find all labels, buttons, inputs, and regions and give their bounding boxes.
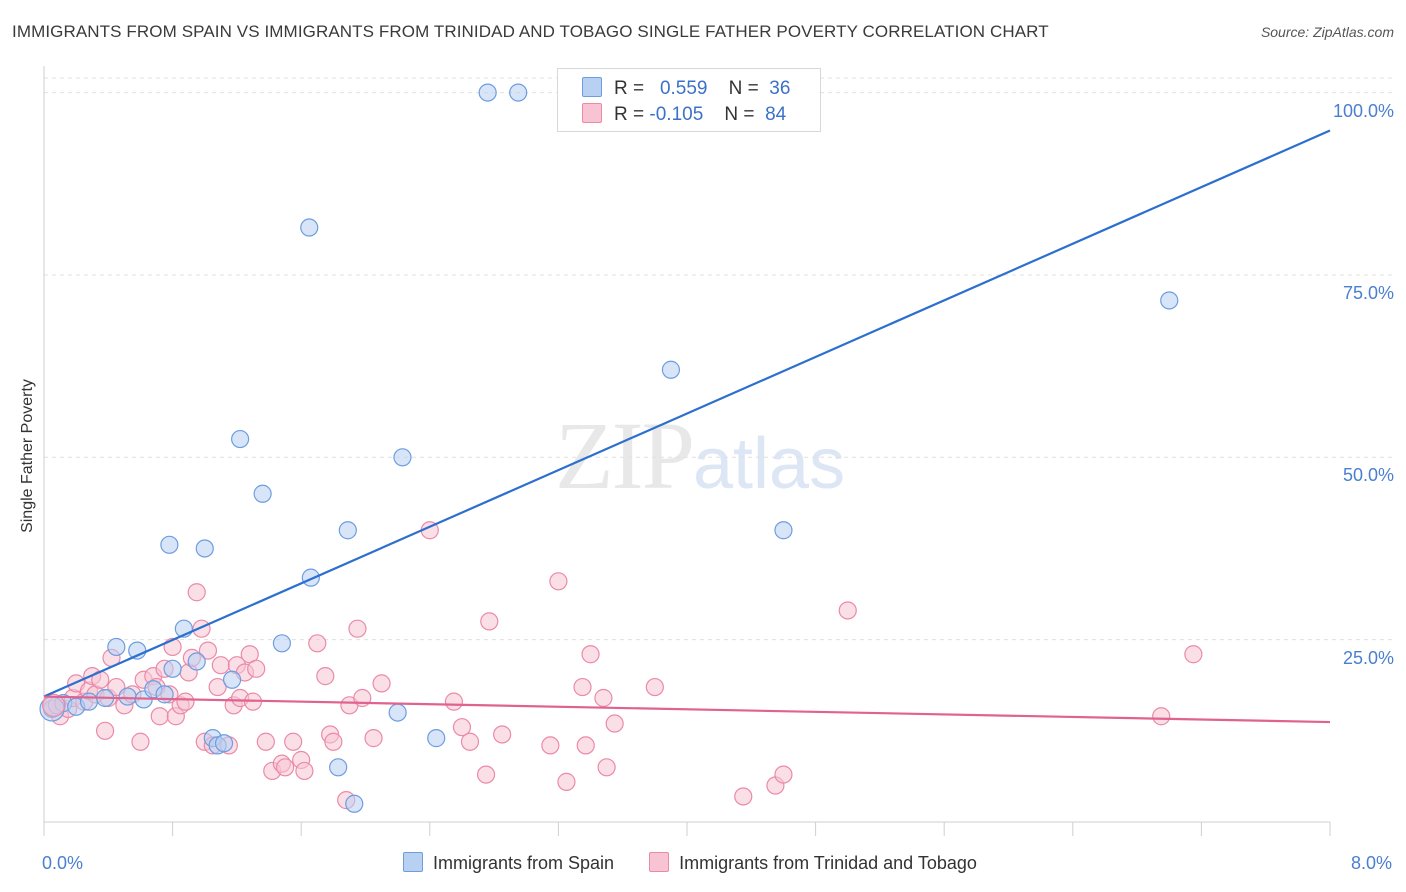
bottom-legend-swatch-tt bbox=[649, 852, 670, 872]
point-tt-43 bbox=[247, 659, 266, 678]
legend: R = 0.559 N = 36 R = -0.105 N = 84 bbox=[557, 68, 821, 132]
y-tick-label-50: 50.0% bbox=[1342, 465, 1394, 486]
legend-n-label-tt: N = bbox=[724, 104, 755, 125]
legend-swatch-spain bbox=[582, 77, 602, 97]
point-spain-11 bbox=[155, 685, 174, 704]
legend-r-label-spain: R = bbox=[614, 78, 645, 99]
point-spain-35 bbox=[774, 521, 793, 540]
point-tt-82 bbox=[1152, 707, 1171, 726]
point-tt-71 bbox=[573, 677, 592, 697]
watermark-atlas: atlas bbox=[693, 424, 846, 504]
point-spain-34 bbox=[661, 360, 681, 379]
legend-swatch-tt bbox=[582, 103, 602, 123]
point-tt-16 bbox=[131, 732, 150, 751]
point-tt-70 bbox=[557, 772, 576, 791]
legend-n-value-spain: 36 bbox=[769, 78, 791, 99]
point-tt-52 bbox=[316, 667, 335, 686]
point-spain-26 bbox=[329, 758, 348, 777]
point-spain-4 bbox=[79, 692, 99, 711]
point-tt-35 bbox=[211, 656, 230, 675]
point-spain-31 bbox=[427, 729, 446, 748]
point-tt-cluster bbox=[42, 693, 66, 717]
trend-line-spain bbox=[43, 129, 1331, 698]
legend-n-value-tt: 84 bbox=[765, 104, 787, 125]
point-tt-32 bbox=[198, 641, 218, 660]
point-tt-75 bbox=[597, 758, 616, 777]
bottom-legend: Immigrants from Spain Immigrants from Tr… bbox=[403, 852, 1007, 874]
source-note: Source: ZipAtlas.com bbox=[1260, 24, 1394, 40]
point-tt-73 bbox=[581, 645, 600, 664]
point-tt-20 bbox=[150, 707, 169, 726]
point-spain-7 bbox=[118, 687, 137, 706]
point-tt-26 bbox=[176, 692, 195, 711]
point-tt-81 bbox=[838, 601, 857, 620]
y-tick-label-100: 100.0% bbox=[1332, 100, 1394, 121]
bottom-legend-label-tt: Immigrants from Trinidad and Tobago bbox=[679, 853, 977, 873]
point-tt-60 bbox=[372, 674, 391, 693]
point-tt-47 bbox=[276, 758, 295, 777]
point-spain-6 bbox=[107, 637, 126, 657]
point-spain-19 bbox=[214, 734, 234, 753]
point-spain-36 bbox=[1160, 291, 1179, 310]
point-tt-72 bbox=[576, 736, 595, 755]
point-tt-50 bbox=[295, 761, 314, 781]
x-tick-label-max: 8.0% bbox=[1350, 853, 1392, 873]
point-tt-54 bbox=[324, 732, 343, 751]
point-tt-57 bbox=[348, 619, 367, 638]
point-spain-15 bbox=[187, 652, 206, 671]
point-tt-34 bbox=[208, 677, 227, 697]
point-spain-21 bbox=[231, 429, 250, 449]
point-tt-63 bbox=[452, 718, 472, 737]
point-spain-32 bbox=[478, 83, 497, 102]
legend-row-tt: R = -0.105 N = 84 bbox=[582, 103, 786, 126]
x-tick-label-min: 0.0% bbox=[42, 853, 84, 873]
point-tt-64 bbox=[460, 732, 480, 751]
point-tt-76 bbox=[605, 714, 624, 733]
legend-row-spain: R = 0.559 N = 36 bbox=[582, 77, 790, 100]
point-tt-48 bbox=[284, 732, 303, 751]
point-spain-28 bbox=[345, 794, 364, 813]
point-tt-62 bbox=[444, 692, 464, 711]
point-tt-77 bbox=[645, 677, 664, 697]
point-tt-80 bbox=[774, 765, 793, 784]
y-axis-label: Single Father Poverty bbox=[19, 379, 36, 533]
point-spain-20 bbox=[222, 670, 242, 689]
bottom-legend-spain: Immigrants from Spain bbox=[403, 852, 614, 874]
point-tt-10 bbox=[95, 721, 115, 740]
chart-title: IMMIGRANTS FROM SPAIN VS IMMIGRANTS FROM… bbox=[12, 22, 1049, 41]
point-spain-16 bbox=[195, 539, 214, 558]
bottom-legend-swatch-spain bbox=[403, 852, 423, 872]
legend-n-label-spain: N = bbox=[728, 78, 759, 99]
bottom-legend-tt: Immigrants from Trinidad and Tobago bbox=[649, 852, 977, 874]
point-tt-51 bbox=[308, 634, 327, 653]
point-spain-27 bbox=[338, 521, 357, 540]
point-tt-68 bbox=[541, 736, 560, 755]
point-tt-74 bbox=[594, 688, 613, 708]
point-spain-22 bbox=[253, 484, 272, 503]
point-spain-29 bbox=[388, 703, 407, 722]
point-tt-66 bbox=[480, 612, 499, 631]
point-tt-78 bbox=[734, 787, 753, 806]
trend-line-tt bbox=[43, 695, 1331, 724]
point-tt-59 bbox=[364, 729, 383, 748]
legend-r-value-tt: -0.105 bbox=[649, 104, 704, 125]
point-tt-67 bbox=[493, 725, 512, 744]
point-tt-29 bbox=[187, 583, 206, 602]
point-tt-69 bbox=[549, 572, 568, 591]
legend-r-label-tt: R = bbox=[614, 104, 645, 125]
point-spain-12 bbox=[160, 535, 179, 554]
point-tt-44 bbox=[256, 732, 275, 751]
point-spain-33 bbox=[509, 83, 528, 102]
point-tt-83 bbox=[1184, 645, 1203, 664]
point-spain-30 bbox=[393, 448, 412, 467]
y-tick-label-25: 25.0% bbox=[1342, 647, 1394, 668]
bottom-legend-label-spain: Immigrants from Spain bbox=[433, 853, 615, 873]
legend-r-value-spain: 0.559 bbox=[659, 78, 708, 99]
point-spain-23 bbox=[272, 634, 292, 653]
y-tick-label-75: 75.0% bbox=[1342, 282, 1394, 303]
point-tt-65 bbox=[476, 765, 496, 784]
point-spain-24 bbox=[300, 218, 319, 237]
point-spain-13 bbox=[163, 659, 182, 678]
